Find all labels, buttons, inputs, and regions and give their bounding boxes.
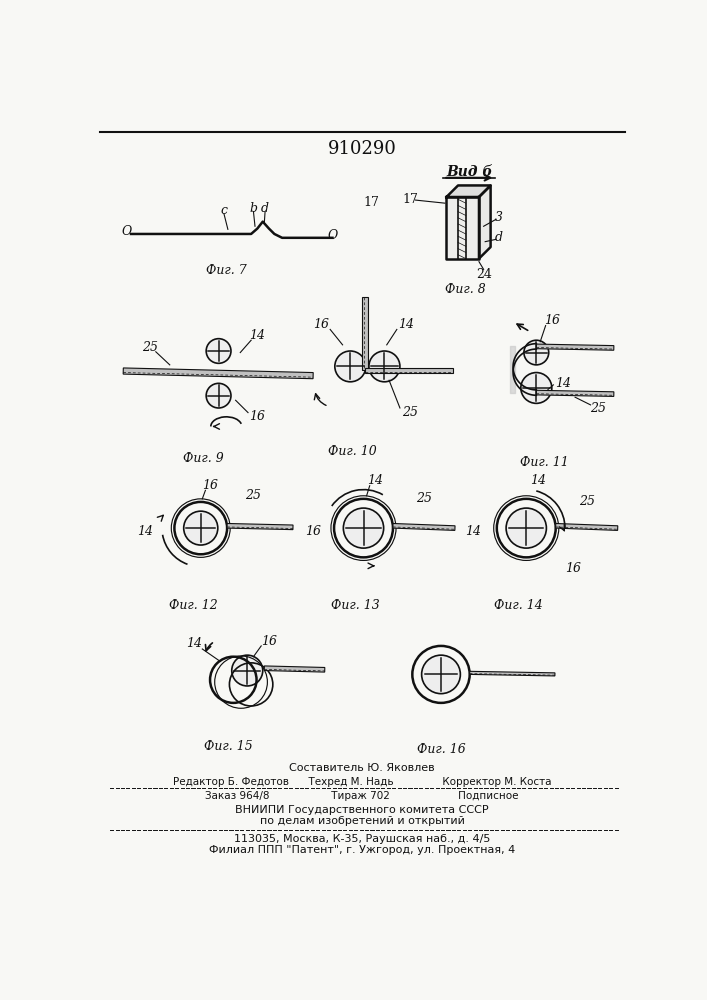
Text: 113035, Москва, К-35, Раушская наб., д. 4/5: 113035, Москва, К-35, Раушская наб., д. … (234, 834, 490, 844)
Text: 25: 25 (402, 406, 418, 419)
Text: d: d (261, 202, 269, 215)
Polygon shape (446, 185, 491, 197)
Text: 16: 16 (313, 318, 329, 331)
Text: 14: 14 (556, 377, 571, 390)
Text: 25: 25 (579, 495, 595, 508)
Text: Фиг. 10: Фиг. 10 (327, 445, 376, 458)
Text: Фиг. 14: Фиг. 14 (494, 599, 543, 612)
Text: Вид б: Вид б (447, 165, 493, 179)
Text: 3: 3 (495, 211, 503, 224)
Text: 16: 16 (305, 525, 321, 538)
Polygon shape (227, 523, 293, 530)
Text: 14: 14 (398, 318, 414, 331)
Polygon shape (479, 185, 491, 259)
Circle shape (344, 508, 384, 548)
Text: Составитель Ю. Яковлев: Составитель Ю. Яковлев (289, 763, 435, 773)
Polygon shape (537, 344, 614, 350)
Text: 14: 14 (367, 474, 383, 487)
Polygon shape (393, 523, 455, 530)
Text: Заказ 964/8                   Тираж 702                     Подписное: Заказ 964/8 Тираж 702 Подписное (205, 791, 519, 801)
Text: Фиг. 13: Фиг. 13 (332, 599, 380, 612)
Text: 16: 16 (544, 314, 560, 327)
Text: 25: 25 (142, 341, 158, 354)
Text: 17: 17 (402, 193, 418, 206)
Text: 16: 16 (565, 562, 580, 575)
Text: O: O (122, 225, 132, 238)
Circle shape (521, 373, 552, 403)
Text: 910290: 910290 (327, 140, 397, 158)
Circle shape (524, 340, 549, 365)
Text: Фиг. 11: Фиг. 11 (520, 456, 568, 469)
Circle shape (232, 655, 263, 686)
Circle shape (506, 508, 547, 548)
Text: Фиг. 12: Фиг. 12 (169, 599, 217, 612)
Text: c: c (221, 204, 228, 217)
Text: 17: 17 (363, 196, 379, 209)
Text: 16: 16 (202, 479, 218, 492)
Polygon shape (556, 523, 618, 530)
Circle shape (335, 351, 366, 382)
Text: Фиг. 15: Фиг. 15 (204, 740, 252, 753)
Text: по делам изобретений и открытий: по делам изобретений и открытий (259, 816, 464, 826)
Polygon shape (537, 390, 614, 396)
Text: Фиг. 9: Фиг. 9 (182, 452, 223, 465)
Circle shape (421, 655, 460, 694)
Text: 14: 14 (187, 637, 202, 650)
Text: 24: 24 (476, 267, 491, 280)
Polygon shape (446, 197, 479, 259)
Text: ВНИИПИ Государственного комитета СССР: ВНИИПИ Государственного комитета СССР (235, 805, 489, 815)
Text: Фиг. 7: Фиг. 7 (206, 264, 247, 277)
Polygon shape (363, 297, 368, 370)
Polygon shape (123, 368, 313, 379)
Polygon shape (264, 666, 325, 672)
Text: 14: 14 (250, 329, 265, 342)
Text: 14: 14 (465, 525, 481, 538)
Text: Редактор Б. Федотов      Техред М. Надь               Корректор М. Коста: Редактор Б. Федотов Техред М. Надь Корре… (173, 777, 551, 787)
Polygon shape (365, 368, 452, 373)
Ellipse shape (206, 339, 231, 363)
Text: d: d (495, 231, 503, 244)
Text: O: O (327, 229, 338, 242)
Text: 25: 25 (416, 492, 432, 505)
Text: Филиал ППП "Патент", г. Ужгород, ул. Проектная, 4: Филиал ППП "Патент", г. Ужгород, ул. Про… (209, 845, 515, 855)
Text: 14: 14 (530, 474, 546, 487)
Text: Фиг. 8: Фиг. 8 (445, 283, 486, 296)
Text: Фиг. 16: Фиг. 16 (416, 743, 465, 756)
Ellipse shape (206, 383, 231, 408)
Text: 16: 16 (261, 635, 277, 648)
Text: 14: 14 (137, 525, 153, 538)
Text: 25: 25 (245, 489, 262, 502)
Polygon shape (469, 671, 555, 676)
Text: b: b (250, 202, 257, 215)
Text: 16: 16 (250, 410, 265, 423)
Circle shape (369, 351, 400, 382)
Circle shape (184, 511, 218, 545)
Text: 25: 25 (590, 402, 607, 415)
